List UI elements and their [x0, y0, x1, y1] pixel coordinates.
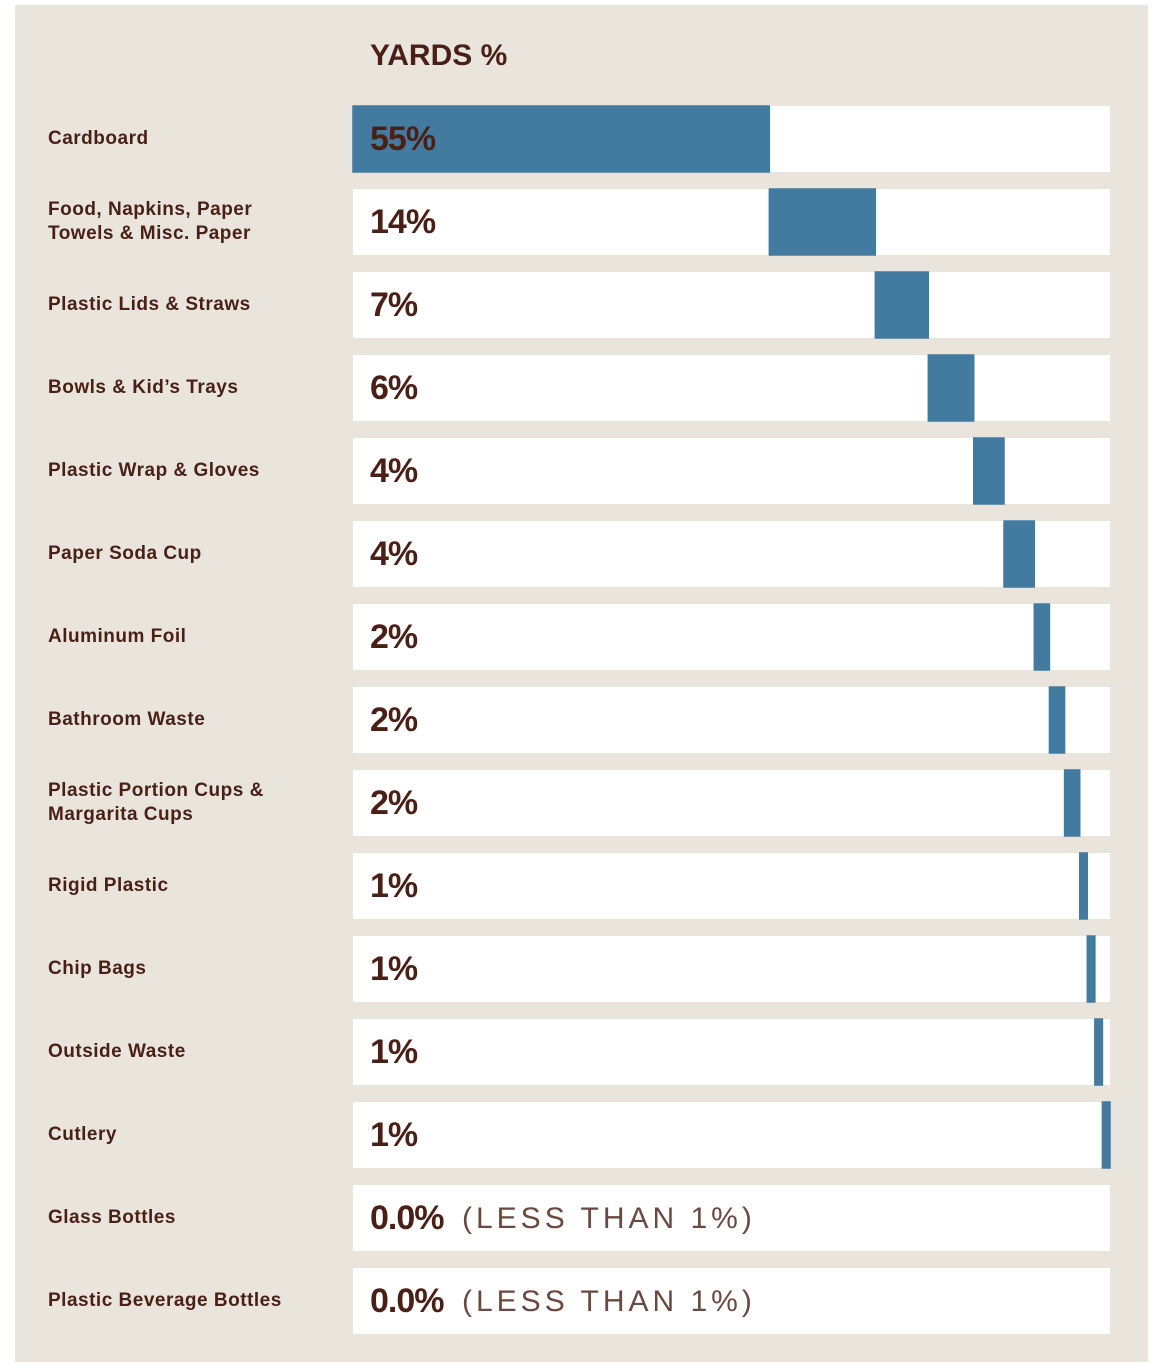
- row-band: [353, 770, 1110, 836]
- row-band: [353, 1019, 1110, 1085]
- bar: [768, 188, 877, 256]
- bar: [1101, 1101, 1111, 1169]
- value-label: 1%: [370, 1033, 418, 1071]
- category-label: Plastic Beverage Bottles: [48, 1290, 282, 1311]
- value-label: 0.0%: [370, 1199, 444, 1237]
- category-label: Cutlery: [48, 1124, 117, 1145]
- row-band: [353, 853, 1110, 919]
- value-label: 2%: [370, 618, 418, 656]
- row-band: [353, 272, 1110, 338]
- category-label: Aluminum Foil: [48, 626, 187, 647]
- value-label: 1%: [370, 867, 418, 905]
- row-band: [353, 687, 1110, 753]
- bar: [1078, 852, 1089, 920]
- row-band: [353, 1268, 1110, 1334]
- bar: [1033, 603, 1051, 671]
- row-band: [353, 936, 1110, 1002]
- value-label: 6%: [370, 369, 418, 407]
- category-label: Plastic Portion Cups & Margarita Cups: [48, 780, 264, 825]
- category-label: Glass Bottles: [48, 1207, 176, 1228]
- bar: [927, 354, 975, 422]
- row-band: [353, 355, 1110, 421]
- value-label: 4%: [370, 452, 418, 490]
- value-label: 4%: [370, 535, 418, 573]
- category-label: Plastic Wrap & Gloves: [48, 460, 260, 481]
- bar: [1086, 935, 1096, 1003]
- value-label: 7%: [370, 286, 418, 324]
- category-label: Rigid Plastic: [48, 875, 169, 896]
- value-label: 55%: [370, 120, 436, 158]
- row-band: [353, 189, 1110, 255]
- bar: [1063, 769, 1081, 837]
- category-label: Plastic Lids & Straws: [48, 294, 251, 315]
- bar: [352, 105, 771, 173]
- value-label: 14%: [370, 203, 436, 241]
- bar: [972, 437, 1005, 505]
- category-label: Cardboard: [48, 128, 149, 149]
- value-label: 0.0%: [370, 1282, 444, 1320]
- bar: [1048, 686, 1066, 754]
- row-band: [353, 1185, 1110, 1251]
- row-band: [353, 604, 1110, 670]
- row-band: [353, 521, 1110, 587]
- value-label: 1%: [370, 1116, 418, 1154]
- bar: [1094, 1018, 1104, 1086]
- bar: [1003, 520, 1036, 588]
- category-label: Bowls & Kid’s Trays: [48, 377, 239, 398]
- chart-title: YARDS %: [370, 39, 507, 72]
- row-band: [353, 1102, 1110, 1168]
- category-label: Paper Soda Cup: [48, 543, 202, 564]
- value-label: 1%: [370, 950, 418, 988]
- value-note: (LESS THAN 1%): [462, 1285, 756, 1318]
- category-label: Bathroom Waste: [48, 709, 206, 730]
- value-label: 2%: [370, 701, 418, 739]
- value-note: (LESS THAN 1%): [462, 1202, 756, 1235]
- category-label: Food, Napkins, Paper Towels & Misc. Pape…: [48, 199, 253, 244]
- category-label: Outside Waste: [48, 1041, 186, 1062]
- value-label: 2%: [370, 784, 418, 822]
- category-label: Chip Bags: [48, 958, 147, 979]
- bar: [874, 271, 930, 339]
